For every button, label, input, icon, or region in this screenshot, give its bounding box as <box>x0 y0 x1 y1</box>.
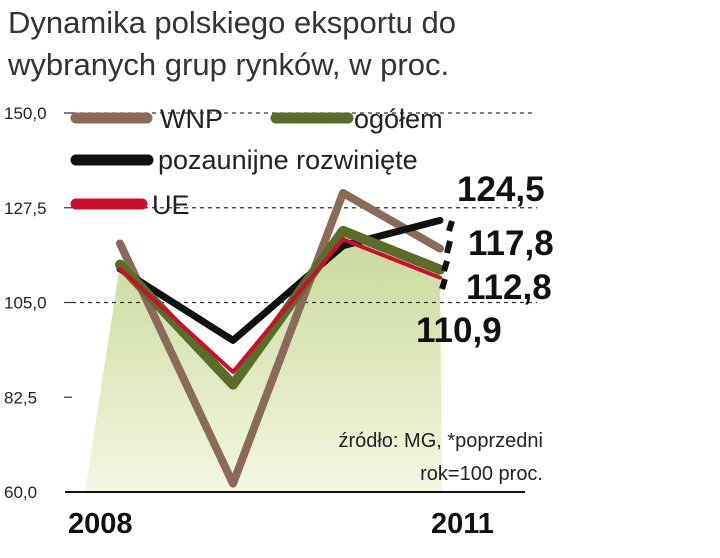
end-connector-middle <box>444 240 453 254</box>
legend-label-pozaunijne: pozaunijne rozwinięte <box>158 145 418 175</box>
area-fill <box>85 230 442 492</box>
source-note-line-1: źródło: MG, *poprzedni <box>338 430 543 452</box>
end-label-ogolem: 112,8 <box>466 268 552 307</box>
line-pozaunijne <box>116 216 444 344</box>
legend-label-wnp: WNP <box>160 104 223 134</box>
series-lines <box>115 189 445 488</box>
line-wnp <box>116 189 444 488</box>
source-note-line-2: rok=100 proc. <box>420 463 543 485</box>
end-connector-bottom <box>439 278 448 290</box>
y-tick-label: 60,0 <box>4 483 37 502</box>
legend: WNP ogółem pozaunijne rozwinięte UE <box>70 104 443 220</box>
y-tick-label: 127,5 <box>4 199 47 218</box>
y-tick-label: 150,0 <box>4 104 47 123</box>
line-ue <box>118 237 442 374</box>
legend-label-ogolem: ogółem <box>354 104 443 134</box>
y-axis: 60,0 82,5 105,0 127,5 150,0 <box>4 104 47 502</box>
end-label-ue: 110,9 <box>416 311 502 350</box>
chart-title-line-2: wybranych grup rynków, w proc. <box>7 47 449 82</box>
y-tick-label: 105,0 <box>4 294 47 313</box>
end-connector-top <box>446 220 455 232</box>
chart-title-line-1: Dynamika polskiego eksportu do <box>8 5 456 40</box>
x-tick-label-2011: 2011 <box>431 508 494 540</box>
y-tick-label: 82,5 <box>4 388 37 407</box>
x-tick-label-2008: 2008 <box>68 508 133 540</box>
end-label-wnp: 117,8 <box>468 224 554 263</box>
end-connector <box>439 220 455 290</box>
legend-label-ue: UE <box>152 190 190 220</box>
end-label-pozaunijne: 124,5 <box>457 170 545 209</box>
end-connector-lower <box>441 260 450 272</box>
